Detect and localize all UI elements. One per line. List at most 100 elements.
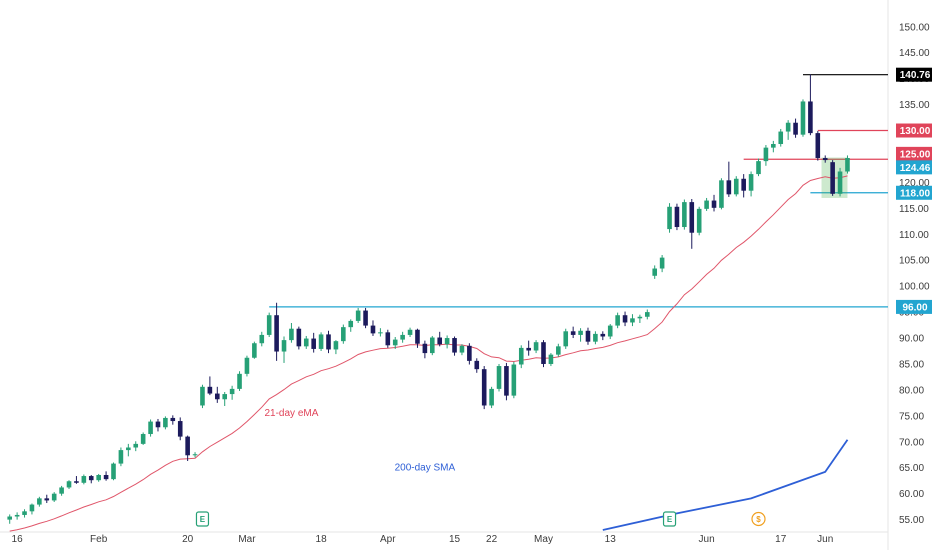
candle-body (429, 337, 435, 354)
price-badge-label: 140.76 (900, 70, 931, 81)
y-tick-label: 150.00 (899, 22, 930, 33)
candle-body (793, 122, 798, 135)
candle-body (214, 393, 220, 400)
x-tick-label: 15 (449, 534, 461, 545)
x-tick-label: 13 (605, 534, 617, 545)
sma-200-path (602, 439, 849, 531)
y-tick-label: 135.00 (899, 100, 930, 111)
earnings-event-icon (195, 511, 210, 527)
x-tick-label: May (534, 534, 553, 545)
event-marker-label: $ (756, 515, 761, 524)
price-badge-label: 124.46 (900, 163, 931, 174)
x-tick-label: Jun (699, 534, 715, 545)
candle-body (111, 463, 116, 480)
candle-body (207, 386, 213, 394)
x-tick-label: 18 (316, 534, 328, 545)
candle-body (14, 514, 20, 517)
y-tick-label: 110.00 (899, 230, 929, 241)
candle-body (437, 337, 443, 345)
candle-body (444, 338, 450, 345)
candle-body (785, 122, 791, 132)
candle-body (185, 436, 190, 456)
x-tick-label: 16 (12, 534, 24, 545)
candle-body (452, 338, 457, 353)
candle-body (630, 318, 635, 323)
candle-body (541, 342, 546, 364)
horizontal-levels (269, 74, 888, 308)
candle-body (511, 364, 517, 396)
candle-body (155, 421, 161, 428)
y-tick-label: 60.00 (899, 489, 924, 500)
candle-body (637, 316, 643, 319)
price-badge (896, 123, 932, 138)
price-axis[interactable]: 55.00 60.00 65.00 70.00 75.00 80.00 85.00 90.00… (899, 22, 930, 526)
candle-body (385, 332, 391, 346)
candle-body (229, 388, 235, 395)
candle-body (830, 162, 835, 194)
price-badge (896, 146, 932, 161)
candle-body (778, 131, 784, 145)
candle-body (481, 369, 487, 406)
candle-body (526, 347, 531, 351)
y-tick-label: 90.00 (899, 334, 924, 345)
candle-body (378, 332, 383, 334)
candle-body (748, 174, 754, 191)
candle-body (88, 476, 94, 481)
candle-body (422, 343, 428, 354)
candle-body (607, 325, 613, 337)
candle-body (518, 347, 524, 365)
candle-body (370, 325, 376, 334)
y-tick-label: 85.00 (899, 359, 924, 370)
candle-body (674, 206, 680, 228)
candle-body (578, 330, 583, 335)
candle-body (266, 315, 272, 335)
candle-body (615, 315, 620, 326)
candle-body (333, 341, 339, 350)
price-badge (896, 185, 932, 200)
candle-body (74, 481, 79, 483)
candle-body (289, 328, 294, 341)
candle-body (392, 339, 398, 346)
candle-body (355, 310, 361, 321)
candle-body (133, 443, 139, 448)
candle-body (696, 208, 702, 233)
price-badge-label: 118.00 (900, 188, 930, 199)
candle-body (741, 178, 746, 191)
candle-body (726, 180, 732, 195)
candle-body (489, 388, 494, 406)
candle-body (400, 334, 405, 340)
candle-body (170, 417, 176, 422)
earnings-event-icon (662, 511, 677, 527)
candle-body (200, 386, 205, 406)
candle-body (682, 202, 687, 228)
candle-body (763, 147, 769, 162)
candle-body (415, 329, 420, 344)
candle-body (659, 257, 665, 269)
candle-body (548, 354, 554, 364)
candle-body (496, 366, 502, 389)
candle-body (556, 346, 561, 355)
y-tick-label: 115.00 (899, 204, 929, 215)
candle-body (103, 475, 109, 480)
x-tick-label: Apr (380, 534, 396, 545)
candle-body (163, 417, 168, 428)
candle-body (118, 450, 124, 464)
candle-body (600, 333, 606, 337)
candle-body (652, 268, 658, 276)
candle-body (474, 360, 480, 370)
candle-body (311, 338, 316, 349)
candle-body (800, 101, 806, 135)
candle-body (363, 310, 368, 326)
x-tick-label: 17 (775, 534, 787, 545)
candle-body (281, 340, 287, 352)
y-tick-label: 80.00 (899, 385, 924, 396)
candle-body (96, 475, 101, 481)
candle-body (22, 511, 27, 515)
candle-body (252, 343, 257, 358)
ema-21-path (9, 175, 848, 532)
candle-body (192, 454, 198, 456)
candle-body (37, 498, 42, 505)
chart-annotations: 21-day eMA 200-day SMA (264, 408, 455, 473)
time-axis[interactable]: 16 Feb 20 Mar 18 Apr 15 22 May 13 Jun 17 Jun (12, 534, 834, 545)
